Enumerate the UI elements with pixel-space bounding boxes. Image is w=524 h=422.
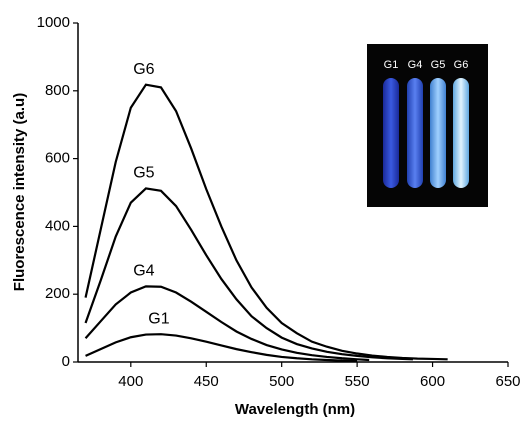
x-tick-label: 450 (194, 373, 219, 390)
series-label: G4 (133, 263, 154, 280)
inset-label: G5 (431, 59, 446, 71)
series-label: G5 (133, 165, 154, 182)
x-tick-label: 650 (495, 373, 520, 390)
x-tick-label: 400 (118, 373, 143, 390)
inset-label: G4 (408, 59, 423, 71)
x-axis-title: Wavelength (nm) (235, 401, 355, 418)
tube (383, 78, 399, 188)
tube (453, 78, 469, 188)
line-series (84, 83, 448, 361)
tube (430, 78, 446, 188)
tube (407, 78, 423, 188)
x-tick-label: 500 (269, 373, 294, 390)
inset-label: G6 (454, 59, 469, 71)
line-series (84, 285, 370, 362)
inset-label: G1 (384, 59, 399, 71)
y-tick-label: 800 (45, 82, 70, 99)
y-tick-label: 200 (45, 285, 70, 302)
y-tick-label: 1000 (37, 14, 70, 31)
series-label: G6 (133, 61, 154, 78)
y-tick-label: 600 (45, 150, 70, 167)
y-tick-label: 0 (62, 353, 70, 370)
line-series (84, 187, 413, 361)
series-label: G1 (148, 310, 169, 327)
y-axis-title: Fluorescence intensity (a.u) (11, 93, 28, 291)
x-tick-label: 600 (420, 373, 445, 390)
inset (367, 44, 488, 207)
y-tick-label: 400 (45, 217, 70, 234)
line-series (85, 333, 358, 363)
x-tick-label: 550 (345, 373, 370, 390)
